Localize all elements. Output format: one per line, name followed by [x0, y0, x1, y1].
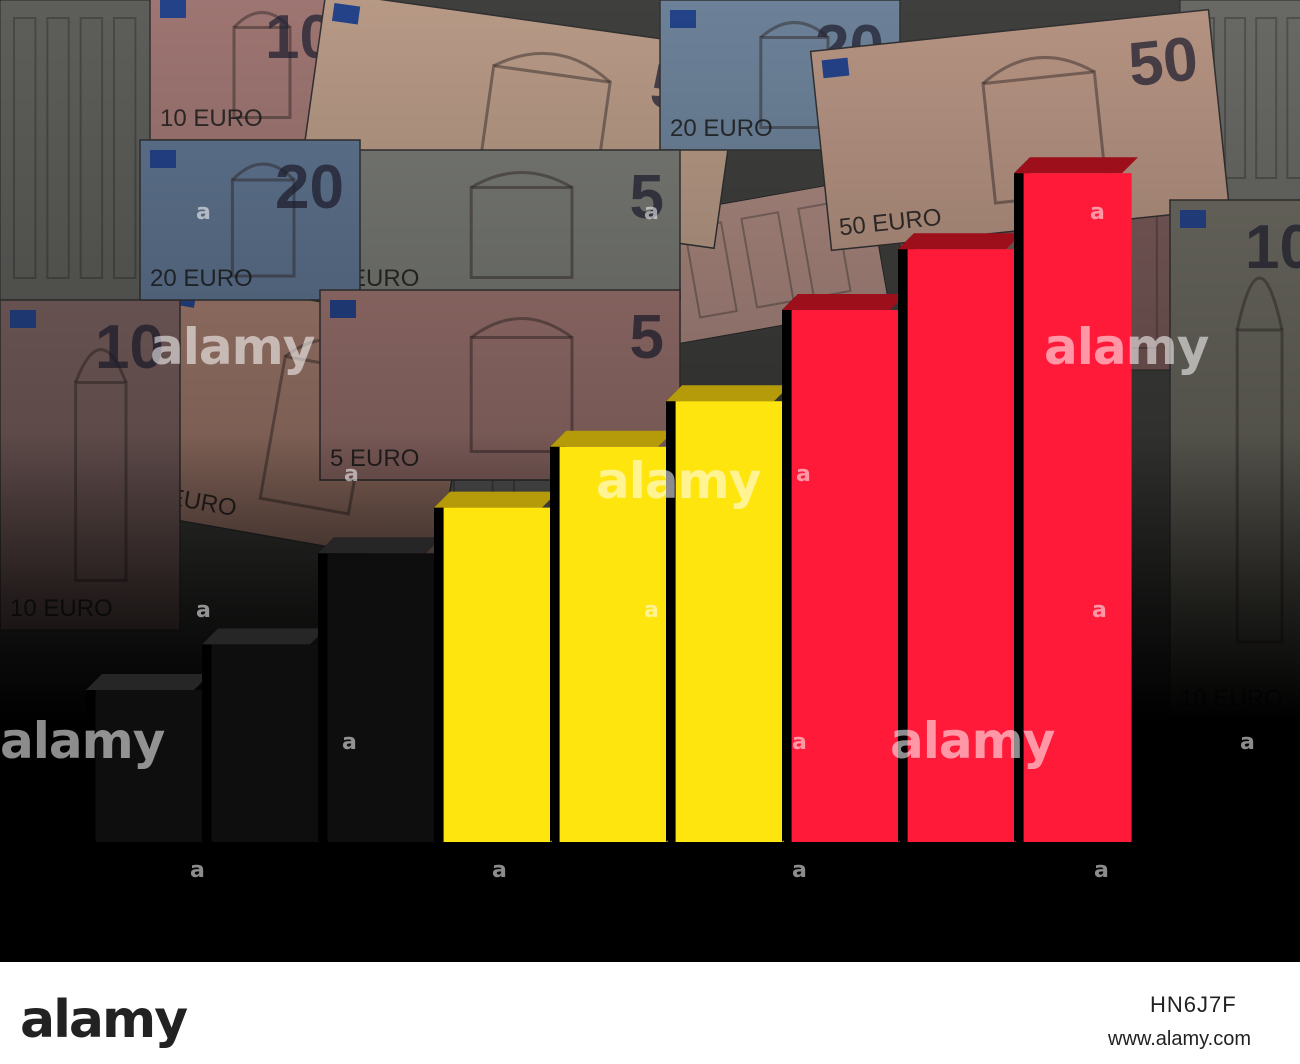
bar-top — [666, 385, 790, 402]
watermark-mark: a — [190, 858, 205, 883]
watermark-mark: a — [1092, 598, 1107, 623]
bar-red — [898, 233, 1022, 842]
watermark-mark: a — [342, 730, 357, 755]
watermark: alamy — [150, 318, 315, 376]
bar-front — [1023, 173, 1132, 842]
bar-front — [559, 446, 668, 842]
watermark-mark: a — [1240, 730, 1255, 755]
bar-front — [211, 644, 320, 842]
bar-top — [86, 674, 210, 690]
bar-top — [1014, 157, 1138, 174]
bar-top — [202, 628, 326, 645]
watermark-mark: a — [344, 462, 359, 487]
bar-front — [675, 401, 784, 842]
bar-top — [782, 294, 906, 310]
bar-black — [86, 674, 210, 842]
watermark-mark: a — [196, 598, 211, 623]
watermark-mark: a — [644, 598, 659, 623]
bar-front — [327, 553, 436, 842]
bar-red — [782, 294, 906, 842]
watermark: alamy — [890, 712, 1055, 770]
bar-top — [550, 430, 674, 447]
bar-top — [434, 491, 558, 508]
image-scene: 1010 EURO5050 EURO2020 EURO55 EURO5050 E… — [0, 0, 1300, 962]
watermark-mark: a — [644, 200, 659, 225]
bar-front — [791, 310, 900, 842]
bar-red — [1014, 157, 1138, 842]
bar-front — [95, 690, 204, 842]
watermark-mark: a — [792, 858, 807, 883]
bar-front — [907, 249, 1016, 842]
footer-logo: alamy — [20, 990, 188, 1050]
bar-black — [318, 537, 442, 842]
watermark-mark: a — [796, 462, 811, 487]
watermark: alamy — [596, 452, 761, 510]
watermark: alamy — [1044, 318, 1209, 376]
bar-front — [443, 507, 552, 842]
bar-yellow — [550, 430, 674, 842]
watermark: alamy — [0, 712, 165, 770]
watermark-mark: a — [196, 200, 211, 225]
bar-yellow — [666, 385, 790, 842]
bar-yellow — [434, 491, 558, 842]
footer-image-id: HN6J7F — [1150, 992, 1237, 1017]
watermark-mark: a — [1094, 858, 1109, 883]
bar-top — [898, 233, 1022, 250]
bar-black — [202, 628, 326, 842]
watermark-mark: a — [792, 730, 807, 755]
bar-top — [318, 537, 442, 554]
watermark-mark: a — [1090, 200, 1105, 225]
stock-footer: alamy HN6J7F www.alamy.com — [0, 962, 1300, 1064]
bar-graph — [86, 157, 1138, 842]
footer-url: www.alamy.com — [1108, 1028, 1251, 1050]
watermark-mark: a — [492, 858, 507, 883]
